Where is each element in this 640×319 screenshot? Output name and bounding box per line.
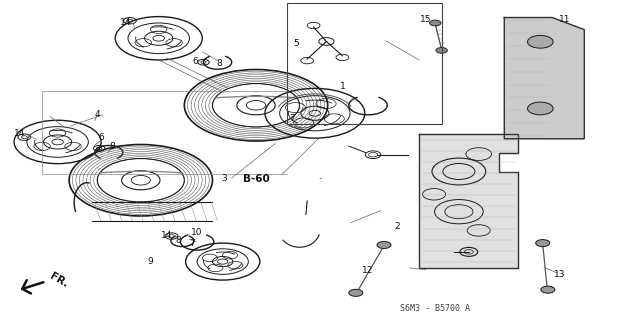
Text: 14: 14 (13, 130, 25, 138)
Circle shape (436, 48, 447, 53)
Text: 4: 4 (95, 110, 100, 119)
Circle shape (377, 241, 391, 249)
Text: 5: 5 (293, 39, 298, 48)
Circle shape (541, 286, 555, 293)
Text: 13: 13 (554, 271, 566, 279)
Circle shape (429, 20, 441, 26)
Text: 2: 2 (394, 222, 399, 231)
Text: 6: 6 (99, 133, 104, 142)
Bar (287, 3, 442, 124)
Text: B-60: B-60 (243, 174, 269, 184)
Text: 11: 11 (559, 15, 570, 24)
Polygon shape (419, 134, 518, 268)
Text: 1: 1 (340, 82, 346, 91)
Text: 7: 7 (189, 239, 195, 248)
Text: 8: 8 (216, 59, 221, 68)
Text: 6: 6 (193, 57, 198, 66)
Circle shape (536, 240, 550, 247)
Circle shape (349, 289, 363, 296)
Text: 12: 12 (362, 266, 374, 275)
Text: S6M3 - B5700 A: S6M3 - B5700 A (400, 304, 470, 313)
Text: 8: 8 (109, 142, 115, 151)
Text: 14: 14 (161, 231, 173, 240)
Polygon shape (504, 18, 584, 139)
Text: FR.: FR. (48, 271, 70, 289)
Text: 8: 8 (175, 236, 180, 245)
Circle shape (527, 102, 553, 115)
Text: 3: 3 (221, 174, 227, 183)
Circle shape (527, 35, 553, 48)
Text: 14: 14 (120, 18, 131, 27)
Text: 15: 15 (420, 15, 431, 24)
Text: 7: 7 (289, 114, 294, 123)
Text: 10: 10 (191, 228, 203, 237)
Text: 9: 9 (147, 257, 152, 266)
